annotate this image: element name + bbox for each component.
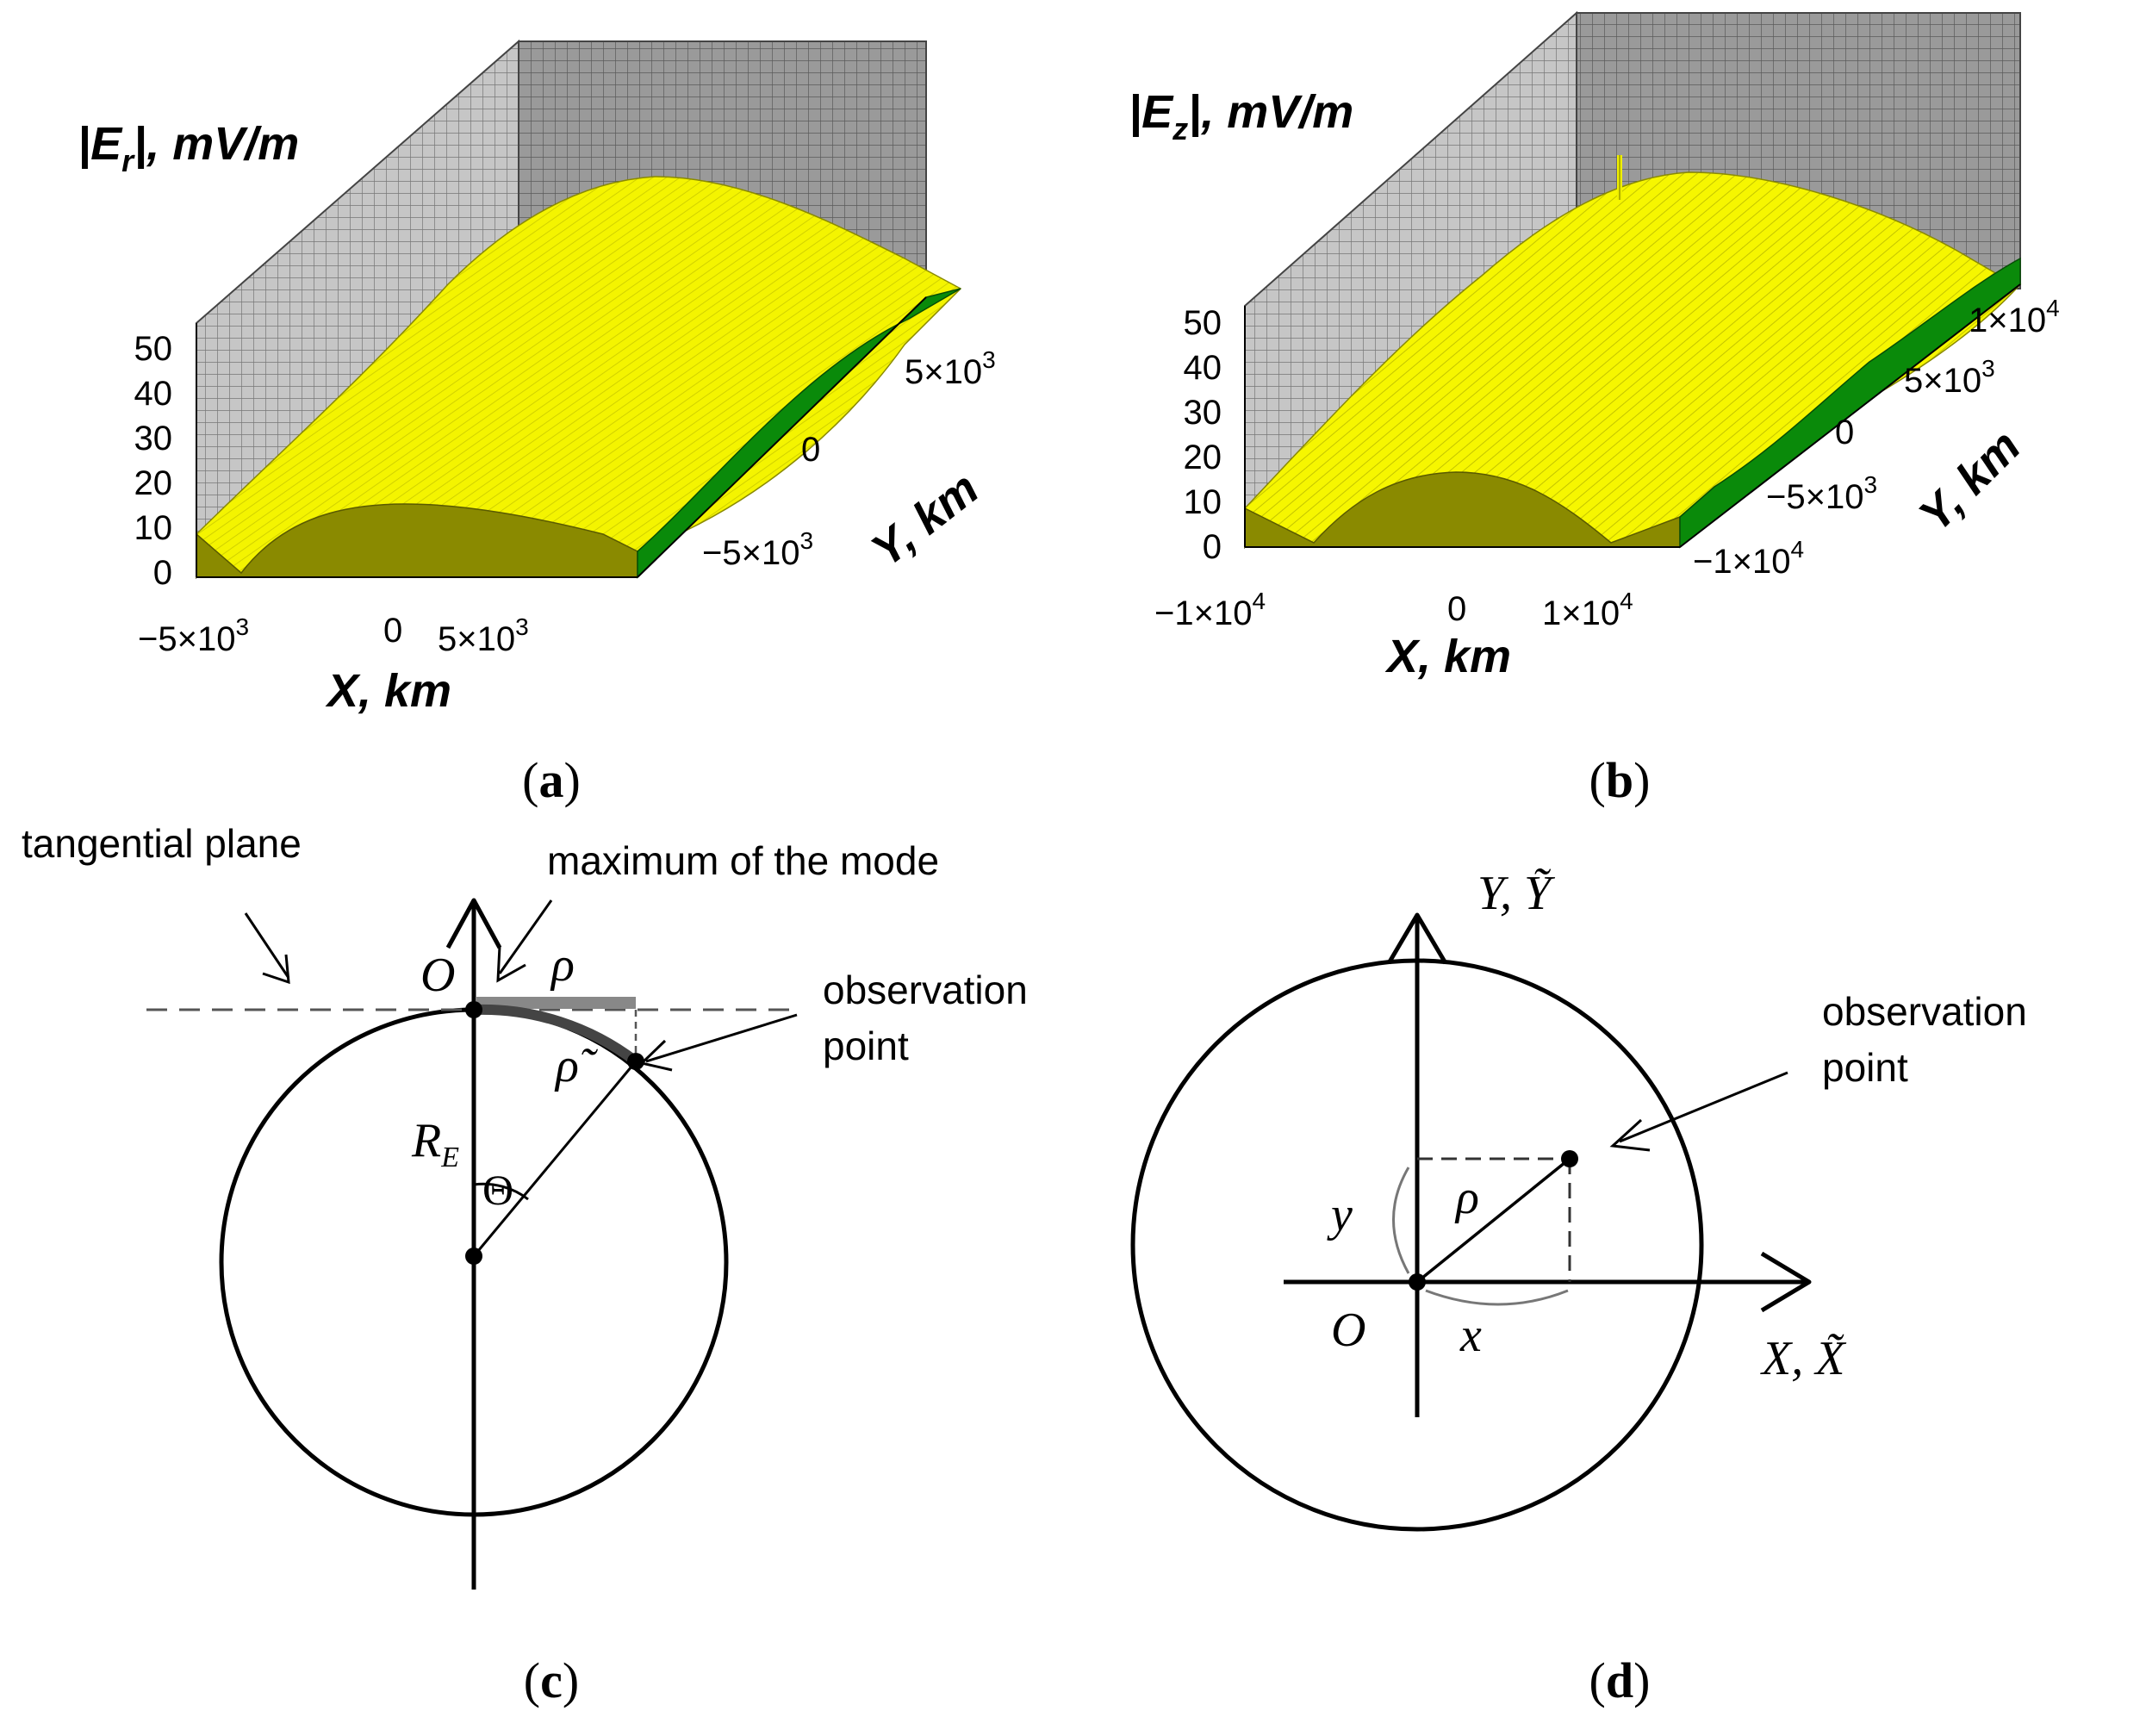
- origin-point: [465, 1001, 482, 1018]
- y-axis-label: Y, Ỹ: [1477, 867, 1556, 920]
- tangential-plane-label: tangential plane: [22, 821, 302, 866]
- x-tick: 1×104: [1542, 588, 1633, 632]
- observation-label-d1: observation: [1822, 989, 2027, 1034]
- panel-a-ylabel: Y, km: [862, 463, 988, 577]
- observation-label-c2: point: [823, 1024, 909, 1068]
- panel-a-surface-plot: [196, 39, 962, 580]
- panel-b-surface-plot: [1244, 10, 2022, 550]
- radius-line: [472, 1061, 638, 1257]
- panel-a-y-ticks: −5×103 0 5×103: [702, 346, 996, 572]
- panel-b-xlabel: X, km: [1384, 631, 1511, 682]
- x-label-d: x: [1459, 1309, 1482, 1362]
- z-tick: 20: [134, 464, 173, 502]
- y-tick: 0: [1835, 414, 1854, 451]
- axis-arrow-icon: [445, 898, 502, 949]
- center-point: [465, 1248, 482, 1265]
- panel-b-side-face: [1679, 257, 2021, 549]
- x-tick: 5×103: [438, 613, 529, 658]
- panel-a-front-face: [196, 503, 638, 578]
- x-tick: −5×103: [138, 613, 249, 658]
- panel-a-label: (a): [522, 752, 581, 808]
- origin-label-c: O: [420, 949, 455, 1002]
- y-arrow-icon: [1386, 912, 1448, 965]
- rho-tilde-arc: [475, 1004, 639, 1066]
- rho-label-d: ρ: [1454, 1171, 1479, 1224]
- panel-b-y-ticks: −1×104 −5×103 0 5×103 1×104: [1693, 295, 2060, 581]
- x-tick: 0: [383, 612, 402, 650]
- panel-b-z-ticks: 50 40 30 20 10 0: [1184, 304, 1222, 566]
- observation-label-c1: observation: [823, 968, 1028, 1012]
- panel-a-side-face: [637, 288, 961, 579]
- z-tick: 0: [1203, 528, 1222, 566]
- panel-b-ylabel: Y, km: [1909, 420, 2031, 542]
- origin-point-d: [1409, 1273, 1426, 1291]
- panel-c-diagram: [146, 898, 798, 1590]
- panel-a-title: |Er|, mV/m: [78, 118, 299, 178]
- rho-line: [1415, 1157, 1571, 1284]
- z-tick: 40: [1184, 349, 1222, 387]
- z-tick: 30: [1184, 394, 1222, 432]
- y-tick: 5×103: [905, 346, 996, 391]
- panel-d-diagram: [1130, 912, 1812, 1532]
- panel-c-label: (c): [524, 1652, 579, 1708]
- x-tick: 0: [1447, 590, 1466, 628]
- y-tick: 0: [801, 431, 820, 469]
- rho-tilde-label: ρ̃: [554, 1039, 599, 1092]
- z-tick: 50: [134, 330, 173, 368]
- panel-a-xlabel: X, km: [325, 665, 451, 717]
- y-tick: −5×103: [702, 527, 813, 572]
- observation-point-d: [1561, 1150, 1578, 1167]
- panel-a-z-ticks: 50 40 30 20 10 0: [134, 330, 173, 592]
- y-label-d: y: [1327, 1188, 1353, 1241]
- x-arrow-icon: [1760, 1251, 1812, 1313]
- x-axis-label: X, X̃: [1760, 1332, 1847, 1385]
- origin-label-d: O: [1331, 1304, 1365, 1357]
- z-tick: 10: [1184, 483, 1222, 521]
- maximum-mode-label: maximum of the mode: [547, 838, 939, 883]
- z-tick: 40: [134, 375, 173, 413]
- z-tick: 0: [153, 554, 172, 592]
- panel-b-front-face: [1244, 471, 1681, 548]
- radius-label: RE: [411, 1114, 459, 1173]
- y-tick: 1×104: [1969, 295, 2060, 339]
- x-tick: −1×104: [1154, 588, 1266, 632]
- panel-a-x-ticks: −5×103 0 5×103: [138, 612, 529, 658]
- z-tick: 50: [1184, 304, 1222, 342]
- rho-label-c: ρ: [550, 938, 575, 992]
- y-tick: −5×103: [1766, 471, 1877, 516]
- panel-d-label: (d): [1589, 1652, 1651, 1708]
- z-tick: 20: [1184, 439, 1222, 476]
- panel-b-label: (b): [1589, 752, 1651, 808]
- y-tick: 5×103: [1904, 355, 1995, 400]
- y-tick: −1×104: [1693, 536, 1804, 581]
- z-tick: 10: [134, 509, 173, 547]
- theta-label: Θ: [482, 1166, 513, 1214]
- panel-b-x-ticks: −1×104 0 1×104: [1154, 588, 1633, 632]
- panel-b-title: |Ez|, mV/m: [1129, 86, 1353, 146]
- panel-a-surface: [196, 176, 962, 578]
- observation-label-d2: point: [1822, 1045, 1908, 1090]
- z-tick: 30: [134, 420, 173, 457]
- observation-point: [627, 1053, 644, 1070]
